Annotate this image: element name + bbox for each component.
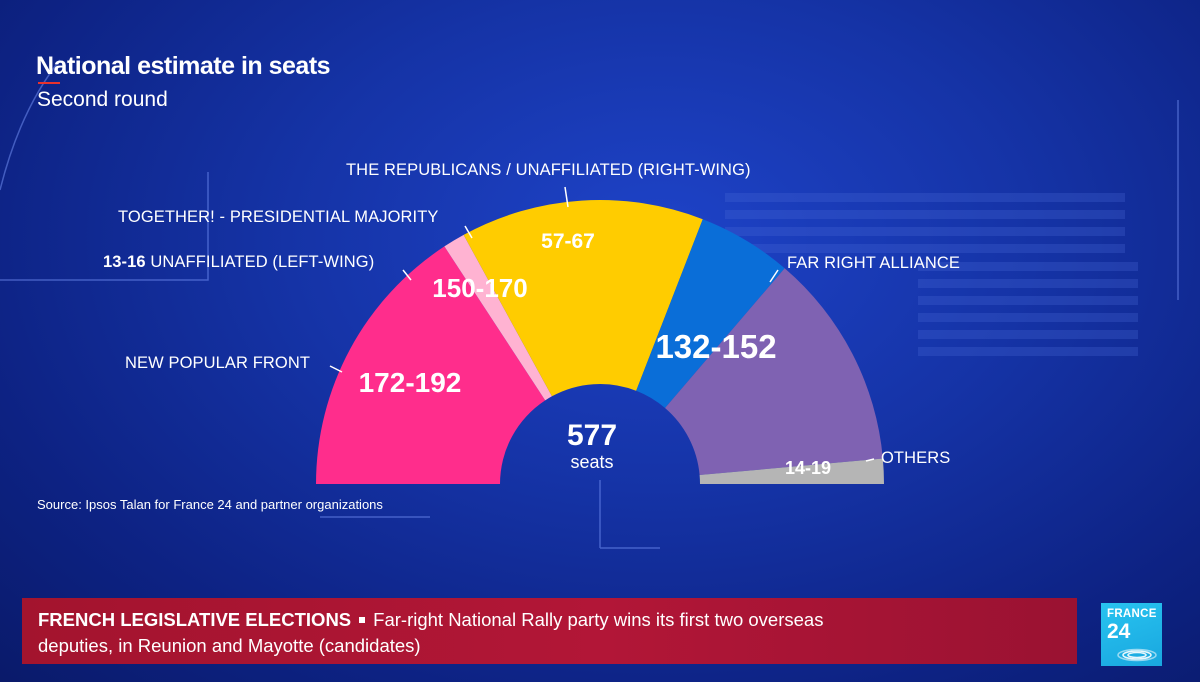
- label-new-popular-front: NEW POPULAR FRONT: [125, 354, 311, 372]
- value-label-together-presidential-majority: 150-170: [432, 273, 527, 303]
- segment-unaffiliated-left-wing: [444, 234, 552, 401]
- segment-together-presidential-majority: [463, 199, 703, 397]
- segment-others: [699, 458, 884, 484]
- value-label-new-popular-front: 172-192: [359, 367, 462, 398]
- leader-line: [402, 269, 412, 281]
- news-ticker: FRENCH LEGISLATIVE ELECTIONS Far-right Na…: [22, 598, 1077, 664]
- label-together: TOGETHER! - PRESIDENTIAL MAJORITY: [118, 208, 439, 226]
- logo-number: 24: [1107, 620, 1131, 643]
- label-far-right: FAR RIGHT ALLIANCE: [787, 254, 960, 272]
- label-republicans: THE REPUBLICANS / UNAFFILIATED (RIGHT-WI…: [346, 161, 751, 179]
- value-label-far-right-alliance: 132-152: [655, 328, 776, 365]
- leader-line: [464, 225, 473, 239]
- label-others: OTHERS: [881, 449, 951, 467]
- ticker-text-line1: Far-right National Rally party wins its …: [373, 609, 824, 630]
- source-note: Source: Ipsos Talan for France 24 and pa…: [37, 497, 383, 512]
- title-accent-line: [38, 82, 60, 84]
- segment-new-popular-front: [316, 246, 546, 484]
- france24-logo: FRANCE 24: [1101, 603, 1162, 666]
- leader-line: [769, 269, 779, 283]
- left-wing-range: 13-16: [103, 253, 146, 271]
- logo-top-text: FRANCE: [1107, 608, 1157, 620]
- leader-line: [329, 365, 343, 373]
- total-seats-unit: seats: [570, 452, 613, 472]
- chart-title: National estimate in seats: [36, 52, 331, 80]
- logo-swoosh-icon: [1117, 648, 1157, 662]
- total-seats-value: 577: [567, 419, 617, 452]
- ticker-separator: [359, 616, 366, 623]
- segment-far-right-alliance: [665, 268, 883, 476]
- leader-line: [865, 458, 875, 462]
- value-label-the-republicans-unaffiliated-right-wing: 57-67: [541, 230, 595, 253]
- ticker-headline: FRENCH LEGISLATIVE ELECTIONS: [38, 609, 352, 630]
- leader-line: [564, 186, 569, 208]
- segment-the-republicans-unaffiliated-right-wing: [636, 219, 785, 409]
- chart-subtitle: Second round: [37, 88, 168, 111]
- ticker-text-line2: deputies, in Reunion and Mayotte (candid…: [38, 635, 421, 656]
- label-left-wing: 13-16 UNAFFILIATED (LEFT-WING): [103, 253, 374, 272]
- left-wing-name: UNAFFILIATED (LEFT-WING): [150, 253, 375, 271]
- value-label-others: 14-19: [785, 458, 831, 478]
